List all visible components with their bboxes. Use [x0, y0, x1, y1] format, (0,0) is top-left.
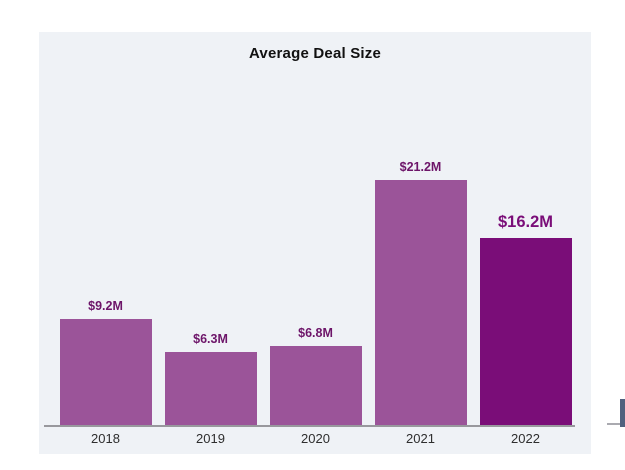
x-tick-label-2020: 2020 [301, 431, 330, 446]
bar-value-label-2021: $21.2M [399, 160, 442, 174]
x-tick-label-2018: 2018 [91, 431, 120, 446]
x-axis-line [44, 425, 575, 427]
bar-slot-2018: $9.2M [53, 62, 158, 425]
adjacent-chart-axis-line [607, 423, 625, 425]
x-tick-label-2021: 2021 [406, 431, 435, 446]
bar-value-label-2020: $6.8M [298, 326, 333, 340]
bar-slot-2021: $21.2M [368, 62, 473, 425]
x-axis-tick-labels: 2018 2019 2020 2021 2022 [53, 431, 578, 446]
bar-slot-2019: $6.3M [158, 62, 263, 425]
bars-container: $9.2M $6.3M $6.8M $21.2M $16.2M [53, 62, 578, 425]
bar-value-label-2022: $16.2M [497, 213, 554, 231]
bar-2018 [59, 319, 152, 425]
bar-slot-2022: $16.2M [473, 62, 578, 425]
bar-slot-2020: $6.8M [263, 62, 368, 425]
bar-2021 [374, 180, 467, 425]
bar-2020 [269, 346, 362, 425]
average-deal-size-chart-card: Average Deal Size $9.2M $6.3M $6.8M $21.2M $… [39, 32, 591, 454]
bar-2022 [479, 238, 572, 425]
adjacent-chart-bar-sliver [620, 399, 625, 427]
bar-value-label-2018: $9.2M [88, 299, 123, 313]
bar-value-label-2019: $6.3M [193, 332, 228, 346]
bar-2019 [164, 352, 257, 425]
x-tick-label-2022: 2022 [511, 431, 540, 446]
chart-title: Average Deal Size [248, 45, 382, 62]
x-tick-label-2019: 2019 [196, 431, 225, 446]
